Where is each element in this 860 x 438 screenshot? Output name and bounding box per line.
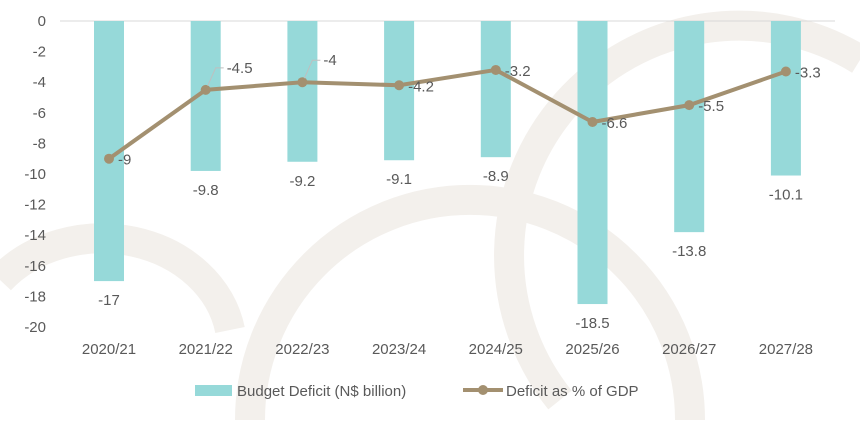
x-tick-label: 2020/21 bbox=[82, 341, 136, 358]
line-marker bbox=[780, 66, 791, 77]
bar-data-label: -17 bbox=[98, 292, 120, 309]
bar bbox=[384, 21, 415, 161]
bar-data-label: -9.1 bbox=[386, 171, 412, 188]
bar bbox=[480, 21, 511, 158]
legend-marker bbox=[478, 385, 488, 395]
line-data-label: -4 bbox=[323, 52, 336, 69]
background-watermark bbox=[0, 10, 860, 421]
y-tick-label: -12 bbox=[24, 197, 46, 214]
line-data-label: -3.2 bbox=[505, 63, 531, 80]
bar-data-label: -13.8 bbox=[672, 243, 706, 260]
line-data-label: -9 bbox=[118, 152, 131, 169]
x-tick-label: 2027/28 bbox=[759, 341, 813, 358]
line-series: -9 -4.5 -4 -4.2 -3.2 -6.6 -5.5 -3.3 bbox=[104, 52, 821, 169]
y-tick-label: -8 bbox=[33, 135, 46, 152]
bar bbox=[287, 21, 318, 162]
y-tick-label: -14 bbox=[24, 227, 46, 244]
y-tick-label: -2 bbox=[33, 44, 46, 61]
line-marker bbox=[394, 80, 405, 91]
leader-line bbox=[207, 67, 224, 87]
x-tick-label: 2024/25 bbox=[469, 341, 523, 358]
bar-data-label: -18.5 bbox=[575, 315, 609, 332]
x-tick-label: 2022/23 bbox=[275, 341, 329, 358]
bar-data-label: -9.8 bbox=[193, 182, 219, 199]
x-tick-label: 2026/27 bbox=[662, 341, 716, 358]
line-data-label: -4.5 bbox=[227, 60, 253, 77]
legend-label-line: Deficit as % of GDP bbox=[506, 383, 639, 400]
line-marker bbox=[490, 64, 501, 75]
x-tick-label: 2025/26 bbox=[565, 341, 619, 358]
bar-data-label: -9.2 bbox=[289, 173, 315, 190]
y-tick-label: -18 bbox=[24, 288, 46, 305]
y-axis: 0 -2 -4 -6 -8 -10 -12 -14 -16 -18 -20 bbox=[24, 13, 46, 336]
x-axis: 2020/21 2021/22 2022/23 2023/24 2024/25 2025/… bbox=[82, 341, 813, 358]
line-data-label: -3.3 bbox=[795, 64, 821, 81]
y-tick-label: -10 bbox=[24, 166, 46, 183]
line-data-label: -4.2 bbox=[408, 78, 434, 95]
line-marker bbox=[104, 153, 114, 164]
line-data-label: -5.5 bbox=[698, 98, 724, 115]
leader-line bbox=[303, 59, 321, 79]
line-marker bbox=[297, 77, 308, 88]
bar bbox=[577, 21, 608, 305]
bar-data-label: -8.9 bbox=[483, 168, 509, 185]
line-data-label: -6.6 bbox=[602, 115, 628, 132]
y-tick-label: -16 bbox=[24, 258, 46, 275]
legend-label-bar: Budget Deficit (N$ billion) bbox=[237, 383, 406, 400]
y-tick-label: -6 bbox=[33, 105, 46, 122]
y-tick-label: 0 bbox=[38, 13, 46, 30]
bar bbox=[674, 21, 705, 233]
y-tick-label: -20 bbox=[24, 319, 46, 336]
line-marker bbox=[684, 100, 695, 111]
legend-swatch-bar bbox=[195, 385, 232, 396]
bar-series: -17 -9.8 -9.2 -9.1 -8.9 -18.5 -13.8 -10.1 bbox=[94, 21, 803, 332]
bar bbox=[770, 21, 801, 176]
bar-data-label: -10.1 bbox=[769, 187, 803, 204]
x-tick-label: 2023/24 bbox=[372, 341, 426, 358]
line-path bbox=[107, 67, 787, 161]
legend: Budget Deficit (N$ billion) Deficit as %… bbox=[195, 383, 639, 400]
line-marker bbox=[587, 116, 598, 127]
y-tick-label: -4 bbox=[33, 74, 46, 91]
line-marker bbox=[200, 84, 211, 95]
x-tick-label: 2021/22 bbox=[179, 341, 233, 358]
